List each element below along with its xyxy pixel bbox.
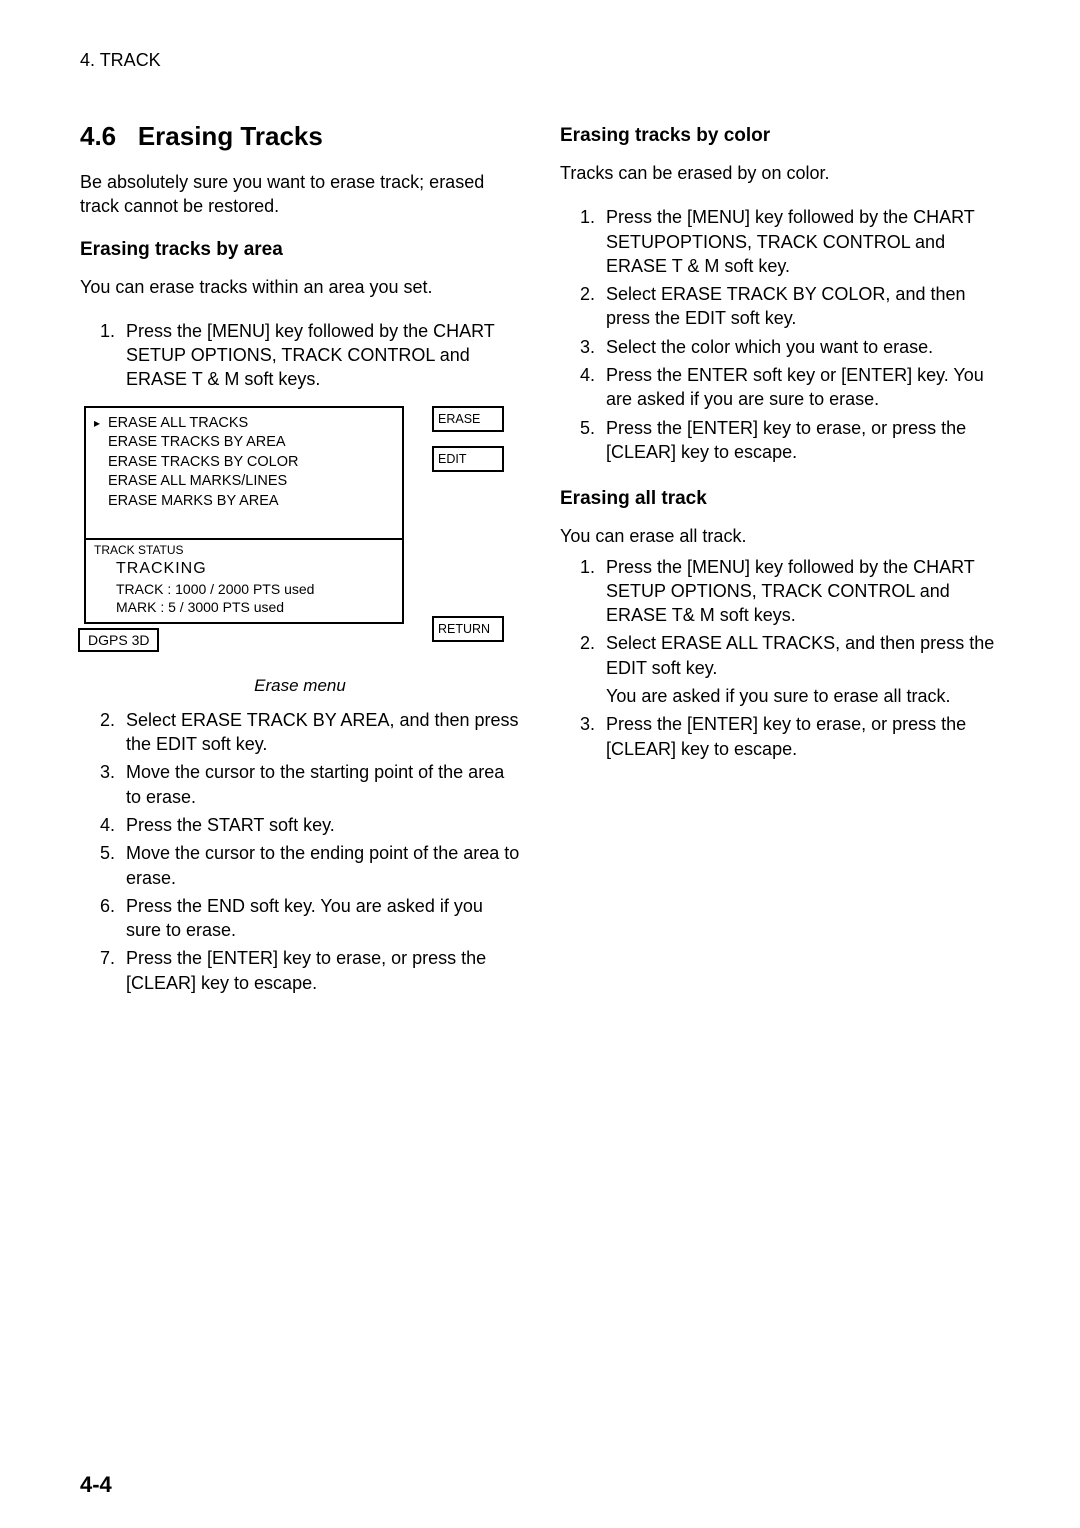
all-step: Press the [MENU] key followed by the CHA… [600,555,1000,628]
area-step-1: Press the [MENU] key followed by the CHA… [120,319,520,392]
track-status-box: TRACK STATUS TRACKING TRACK : 1000 / 200… [84,538,404,624]
area-step: Press the END soft key. You are asked if… [120,894,520,943]
menu-box: ▸ ERASE ALL TRACKS ERASE TRACKS BY AREA … [84,406,404,542]
intro-text: Be absolutely sure you want to erase tra… [80,170,520,219]
erase-menu-diagram: ▸ ERASE ALL TRACKS ERASE TRACKS BY AREA … [84,406,504,666]
color-steps: Press the [MENU] key followed by the CHA… [560,205,1000,464]
all-steps: Press the [MENU] key followed by the CHA… [560,555,1000,761]
area-step: Press the [ENTER] key to erase, or press… [120,946,520,995]
area-step: Press the START soft key. [120,813,520,837]
color-step: Press the [ENTER] key to erase, or press… [600,416,1000,465]
color-intro: Tracks can be erased by on color. [560,161,1000,185]
all-step-note: You are asked if you sure to erase all t… [606,684,1000,708]
dgps-box: DGPS 3D [78,628,159,652]
color-step: Press the [MENU] key followed by the CHA… [600,205,1000,278]
softkey-return: RETURN [432,616,504,642]
subheading-area: Erasing tracks by area [80,239,520,261]
page-header: 4. TRACK [80,50,1000,71]
menu-item: ERASE TRACKS BY AREA [108,433,392,453]
menu-cursor-icon: ▸ [94,415,100,431]
all-step: Select ERASE ALL TRACKS, and then press … [600,631,1000,708]
area-step: Select ERASE TRACK BY AREA, and then pre… [120,708,520,757]
all-step-text: Select ERASE ALL TRACKS, and then press … [606,633,994,677]
right-column: Erasing tracks by color Tracks can be er… [560,121,1000,999]
all-step: Press the [ENTER] key to erase, or press… [600,712,1000,761]
area-step: Move the cursor to the starting point of… [120,760,520,809]
area-step: Move the cursor to the ending point of t… [120,841,520,890]
mark-pts: MARK : 5 / 3000 PTS used [116,598,394,616]
menu-list: ▸ ERASE ALL TRACKS ERASE TRACKS BY AREA … [86,408,402,540]
color-step: Press the ENTER soft key or [ENTER] key.… [600,363,1000,412]
left-column: 4.6 Erasing Tracks Be absolutely sure yo… [80,121,520,999]
color-step: Select ERASE TRACK BY COLOR, and then pr… [600,282,1000,331]
section-number: 4.6 [80,121,116,151]
status-body: TRACKING TRACK : 1000 / 2000 PTS used MA… [86,559,402,622]
subheading-color: Erasing tracks by color [560,125,1000,147]
menu-item: ERASE ALL MARKS/LINES [108,472,392,492]
all-intro: You can erase all track. [560,524,1000,548]
menu-item: ERASE TRACKS BY COLOR [108,453,392,473]
page-number: 4-4 [80,1472,112,1498]
subheading-all: Erasing all track [560,488,1000,510]
area-steps-after: Select ERASE TRACK BY AREA, and then pre… [80,708,520,995]
tracking-label: TRACKING [116,559,394,580]
diagram-caption: Erase menu [80,676,520,696]
menu-item: ERASE ALL TRACKS [108,414,392,434]
softkey-erase: ERASE [432,406,504,432]
color-step: Select the color which you want to erase… [600,335,1000,359]
status-title: TRACK STATUS [86,540,402,559]
menu-item: ERASE MARKS BY AREA [108,492,392,512]
content-columns: 4.6 Erasing Tracks Be absolutely sure yo… [80,121,1000,999]
track-pts: TRACK : 1000 / 2000 PTS used [116,580,394,598]
softkey-edit: EDIT [432,446,504,472]
section-title: 4.6 Erasing Tracks [80,121,520,152]
area-intro: You can erase tracks within an area you … [80,275,520,299]
section-name: Erasing Tracks [138,121,323,151]
area-steps-before: Press the [MENU] key followed by the CHA… [80,319,520,392]
